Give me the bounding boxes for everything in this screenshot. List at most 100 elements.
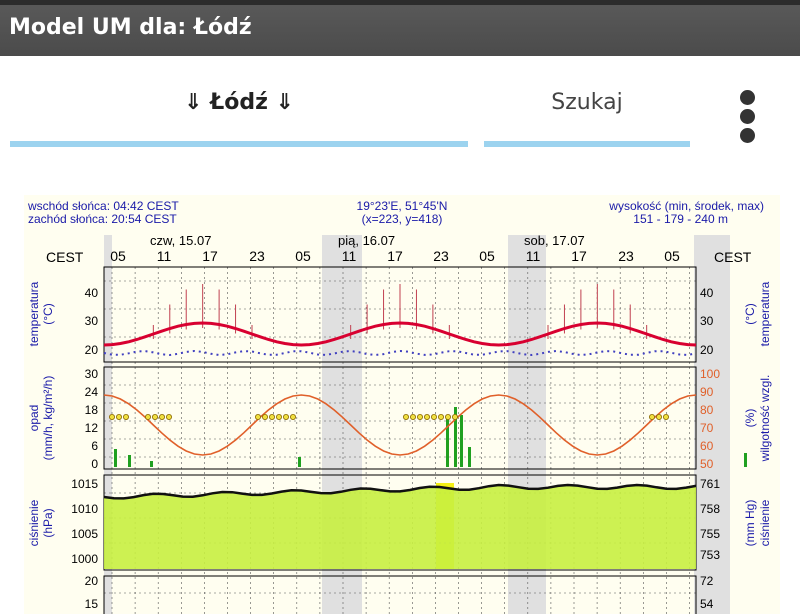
precip-tick: 6 (91, 439, 98, 453)
precip-tick: 30 (85, 367, 99, 381)
hour-label: 05 (479, 248, 495, 264)
cloud-marker (430, 413, 437, 420)
meteogram: wschód słońca: 04:42 CEST zachód słońca:… (24, 195, 780, 614)
hour-labels: 05 11 17 23 05 11 17 23 05 11 17 23 05 (110, 248, 680, 264)
pressure-tick-right: 753 (700, 548, 720, 562)
precip-bar (114, 449, 117, 467)
night-band (694, 235, 730, 614)
humidity-axis-title: wilgotność wzgl. (758, 375, 772, 463)
temp-tick: 40 (85, 286, 99, 300)
tab-search[interactable]: Szukaj (551, 90, 623, 115)
cloud-marker (437, 413, 444, 420)
pressure-line (103, 483, 697, 500)
pressure-axis-unit: (hPa) (41, 508, 55, 537)
day-label: sob, 17.07 (524, 233, 585, 248)
hour-label: 17 (202, 248, 218, 264)
status-strip (0, 0, 800, 5)
cloud-marker (261, 413, 268, 420)
humidity-tick: 60 (700, 439, 714, 453)
precip-tick: 24 (85, 385, 99, 399)
cloud-marker (254, 413, 261, 420)
pressure-tick: 1010 (71, 502, 98, 516)
precip-axis-title: opad (27, 405, 41, 432)
humidity-tick: 50 (700, 457, 714, 471)
humidity-axis-unit: (%) (743, 409, 757, 428)
overflow-menu-icon[interactable] (738, 90, 758, 146)
temp-axis-unit-right: (°C) (743, 303, 757, 324)
temp-axis-title: temperatura (27, 281, 41, 346)
hour-label: 11 (342, 248, 357, 264)
humidity-tick: 70 (700, 421, 714, 435)
bottom-tick: 15 (85, 597, 99, 611)
day-label: pią, 16.07 (338, 233, 395, 248)
cloud-marker (151, 413, 158, 420)
tz-right: CEST (714, 249, 752, 265)
hour-label: 11 (157, 248, 172, 264)
day-label: czw, 15.07 (150, 233, 211, 248)
cloud-marker (109, 413, 116, 420)
cloud-marker (451, 413, 458, 420)
cloud-marker (158, 413, 165, 420)
precipitation-panel (103, 366, 697, 470)
cloud-marker (116, 413, 123, 420)
temp-axis-title-right: temperatura (758, 281, 772, 346)
cloud-marker (656, 413, 663, 420)
tab-city[interactable]: ⇓ Łódź ⇓ (184, 90, 294, 115)
hour-label: 17 (571, 248, 587, 264)
meteogram-svg: wschód słońca: 04:42 CEST zachód słońca:… (27, 199, 772, 614)
cloud-marker (416, 413, 423, 420)
cloud-marker (275, 413, 282, 420)
tab-search-underline (484, 141, 690, 147)
night-band (104, 235, 112, 614)
hour-label: 05 (295, 248, 311, 264)
hour-label: 23 (433, 248, 449, 264)
humidity-tick: 90 (700, 385, 714, 399)
hour-label: 05 (664, 248, 680, 264)
pressure-axis-title-right: ciśnienie (758, 499, 772, 546)
precip-axis-unit: (mm/h, kg/m²/h) (41, 376, 55, 461)
cloud-marker (423, 413, 430, 420)
cloud-marker (145, 413, 152, 420)
cloud-marker (649, 413, 656, 420)
precip-tick: 18 (85, 403, 99, 417)
cloud-marker (402, 413, 409, 420)
pressure-axis-title: ciśnienie (27, 499, 41, 546)
pressure-tick: 1005 (71, 527, 98, 541)
bottom-tick-right: 72 (700, 574, 714, 588)
humidity-tick: 80 (700, 403, 714, 417)
precip-bar (454, 407, 457, 467)
precip-tick: 12 (85, 421, 99, 435)
hour-label: 05 (110, 248, 126, 264)
pressure-axis-unit-right: (mm Hg) (743, 500, 757, 547)
hour-label: 17 (387, 248, 403, 264)
tab-city-underline (10, 141, 468, 147)
cloud-marker (282, 413, 289, 420)
sunset-text: zachód słońca: 20:54 CEST (28, 212, 177, 226)
precip-bar (744, 453, 747, 467)
precip-tick: 0 (91, 457, 98, 471)
humidity-line (103, 394, 697, 456)
temperature-range-bars (152, 284, 648, 339)
cloud-marker (444, 413, 451, 420)
pressure-tick: 1015 (71, 477, 98, 491)
bottom-panel (103, 575, 697, 614)
app-title: Model UM dla: Łódź (9, 15, 252, 40)
temp-tick: 30 (85, 314, 99, 328)
tz-left: CEST (46, 249, 84, 265)
precip-bar (460, 415, 463, 467)
precip-bar (298, 457, 301, 467)
hour-label: 23 (618, 248, 634, 264)
bottom-tick-right: 54 (700, 597, 714, 611)
hour-label: 23 (249, 248, 265, 264)
cloud-marker (663, 413, 670, 420)
coords-text: 19°23'E, 51°45'N (357, 199, 448, 213)
temp-tick: 20 (85, 343, 99, 357)
cloud-markers (109, 413, 670, 420)
grid-text: (x=223, y=418) (362, 212, 443, 226)
temp-tick-right: 40 (700, 286, 714, 300)
temperature-panel (103, 266, 697, 363)
cloud-marker (409, 413, 416, 420)
temp-tick-right: 20 (700, 343, 714, 357)
temp-axis-unit: (°C) (41, 303, 55, 324)
pressure-tick-right: 758 (700, 502, 720, 516)
